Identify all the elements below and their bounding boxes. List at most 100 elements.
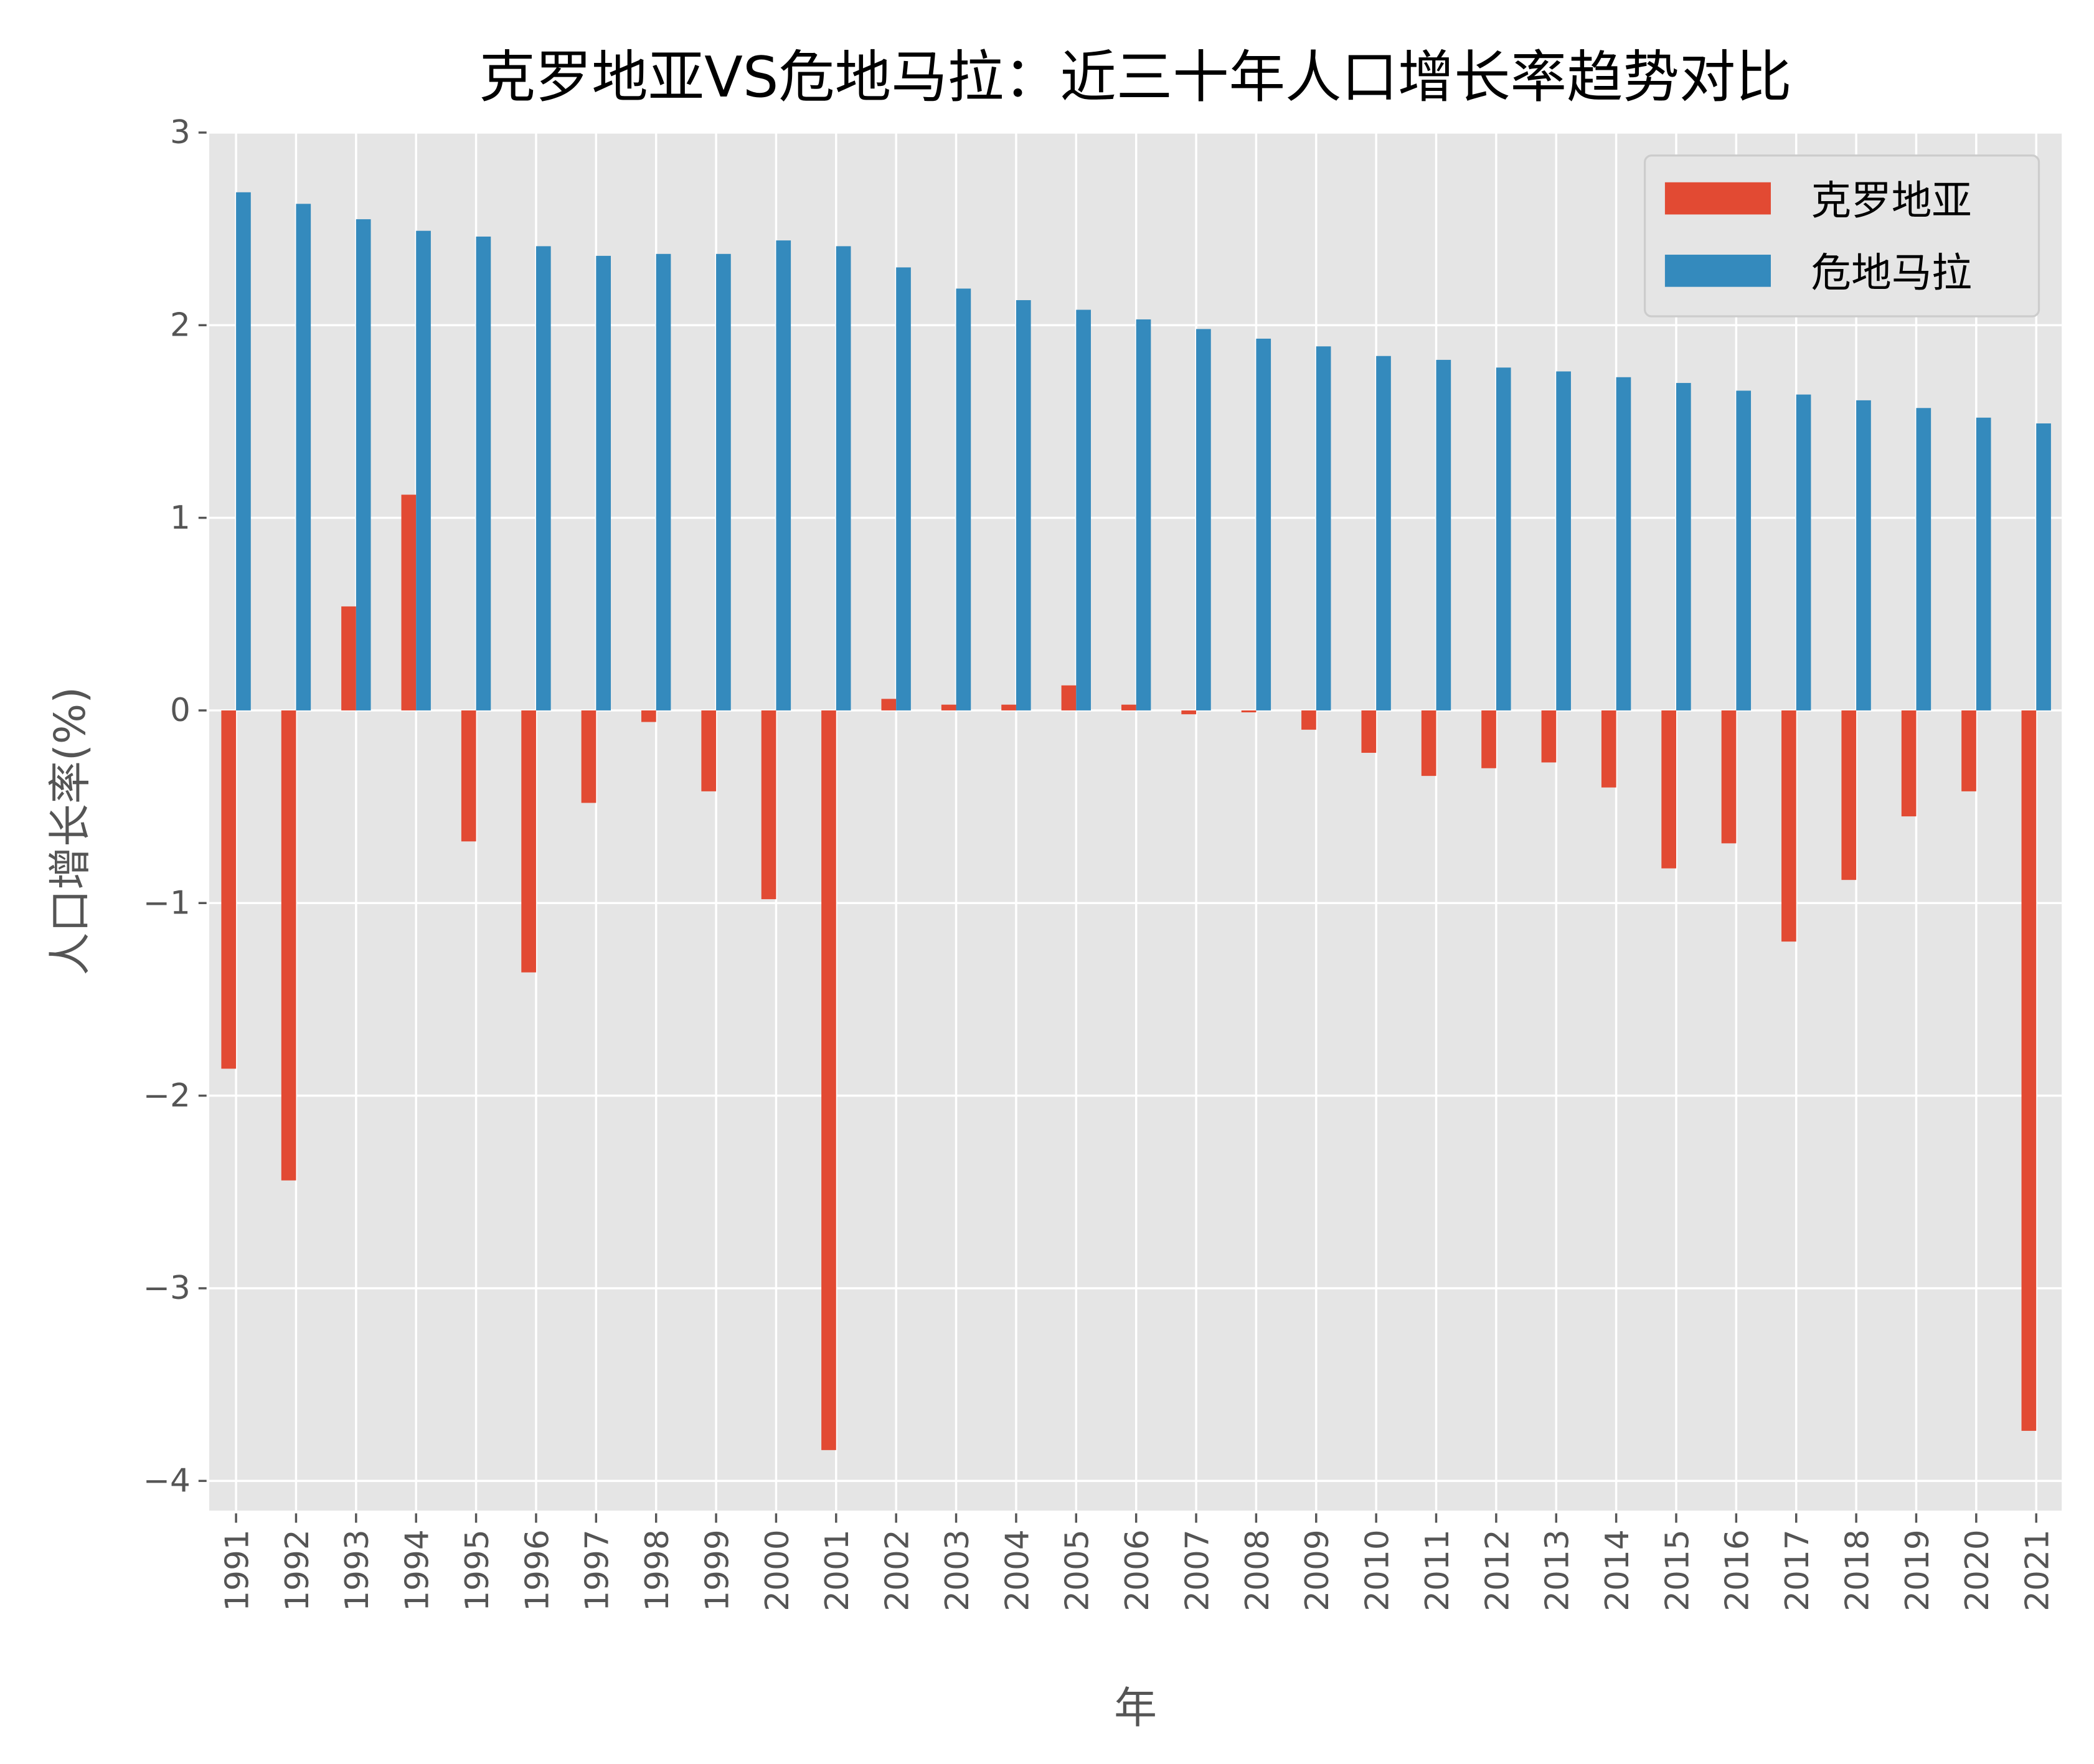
bar-guatemala-2006 bbox=[1136, 319, 1151, 710]
bar-guatemala-2020 bbox=[1976, 417, 1991, 710]
bar-croatia-2018 bbox=[1841, 710, 1857, 880]
bar-croatia-1993 bbox=[341, 606, 356, 710]
x-tick-label: 2015 bbox=[1659, 1529, 1696, 1611]
legend-label-croatia: 克罗地亚 bbox=[1811, 177, 1972, 224]
x-tick-label: 1991 bbox=[219, 1529, 256, 1611]
bar-croatia-2017 bbox=[1781, 710, 1796, 942]
chart-title: 克罗地亚VS危地马拉：近三十年人口增长率趋势对比 bbox=[479, 45, 1791, 110]
bar-guatemala-2012 bbox=[1496, 367, 1511, 710]
x-tick-label: 2010 bbox=[1359, 1529, 1397, 1611]
bar-croatia-1995 bbox=[461, 710, 476, 842]
x-tick-label: 2002 bbox=[879, 1529, 917, 1611]
x-tick-label: 2004 bbox=[999, 1529, 1036, 1611]
x-tick-label: 2013 bbox=[1539, 1529, 1577, 1611]
x-tick-label: 2003 bbox=[939, 1529, 976, 1611]
bar-croatia-2000 bbox=[761, 710, 776, 900]
bar-guatemala-2001 bbox=[836, 246, 851, 710]
x-tick-label: 2017 bbox=[1779, 1529, 1816, 1611]
bar-croatia-1996 bbox=[521, 710, 536, 973]
bar-croatia-2010 bbox=[1361, 710, 1377, 753]
bar-croatia-2011 bbox=[1421, 710, 1436, 776]
bar-croatia-2008 bbox=[1241, 710, 1257, 713]
y-tick-label: 2 bbox=[170, 306, 191, 344]
bar-guatemala-2007 bbox=[1196, 329, 1211, 710]
x-tick-label: 2007 bbox=[1179, 1529, 1216, 1611]
x-tick-label: 2006 bbox=[1119, 1529, 1156, 1611]
bar-croatia-2004 bbox=[1001, 704, 1016, 710]
x-tick-label: 2000 bbox=[759, 1529, 796, 1611]
bar-croatia-2016 bbox=[1721, 710, 1737, 844]
x-tick-label: 2021 bbox=[2019, 1529, 2057, 1611]
y-tick-label: −4 bbox=[143, 1463, 191, 1500]
legend-swatch-croatia bbox=[1664, 182, 1771, 215]
bar-croatia-2007 bbox=[1181, 710, 1197, 715]
x-tick-label: 1997 bbox=[579, 1529, 616, 1611]
legend-swatch-guatemala bbox=[1664, 255, 1771, 287]
bar-croatia-2019 bbox=[1901, 710, 1917, 817]
x-tick-label: 2014 bbox=[1599, 1529, 1636, 1611]
bar-guatemala-2014 bbox=[1616, 377, 1631, 710]
bar-guatemala-2018 bbox=[1856, 400, 1871, 710]
x-axis-label: 年 bbox=[1114, 1683, 1157, 1733]
bar-croatia-2005 bbox=[1061, 685, 1077, 710]
bar-croatia-2021 bbox=[2021, 710, 2037, 1431]
x-tick-label: 1993 bbox=[339, 1529, 376, 1611]
bar-croatia-1994 bbox=[401, 494, 417, 710]
y-tick-label: 3 bbox=[170, 114, 191, 151]
bar-guatemala-2016 bbox=[1736, 390, 1752, 710]
x-tick-label: 2019 bbox=[1899, 1529, 1936, 1611]
x-tick-label: 2016 bbox=[1719, 1529, 1757, 1611]
bar-guatemala-2002 bbox=[896, 267, 911, 710]
x-tick-label: 1995 bbox=[459, 1529, 496, 1611]
bar-guatemala-2003 bbox=[956, 288, 971, 710]
bar-guatemala-2000 bbox=[776, 240, 791, 710]
y-tick-label: 0 bbox=[170, 692, 191, 729]
bar-guatemala-1999 bbox=[716, 253, 731, 710]
bar-guatemala-2010 bbox=[1376, 356, 1391, 710]
bar-croatia-1997 bbox=[581, 710, 597, 803]
bar-croatia-1998 bbox=[641, 710, 656, 722]
bar-guatemala-2013 bbox=[1556, 371, 1571, 710]
y-axis: 3 2 1 0 −1 −2 −3 −4 bbox=[143, 114, 207, 1500]
x-tick-label: 2008 bbox=[1239, 1529, 1276, 1611]
bar-guatemala-2009 bbox=[1316, 346, 1331, 710]
bar-guatemala-1993 bbox=[356, 219, 371, 710]
y-axis-label: 人口增长率(%) bbox=[45, 687, 95, 976]
bar-croatia-2002 bbox=[881, 699, 897, 710]
bars bbox=[221, 192, 2051, 1450]
bar-croatia-1991 bbox=[221, 710, 237, 1069]
x-tick-label: 1998 bbox=[639, 1529, 676, 1611]
bar-croatia-2015 bbox=[1661, 710, 1676, 869]
bar-guatemala-2019 bbox=[1916, 408, 1931, 710]
bar-croatia-2020 bbox=[1961, 710, 1976, 791]
y-tick-label: −1 bbox=[143, 885, 191, 922]
bar-croatia-1992 bbox=[281, 710, 296, 1181]
x-tick-label: 2011 bbox=[1419, 1529, 1456, 1611]
bar-guatemala-1991 bbox=[236, 192, 251, 710]
bar-guatemala-1996 bbox=[535, 246, 551, 710]
bar-croatia-2009 bbox=[1301, 710, 1316, 730]
legend-label-guatemala: 危地马拉 bbox=[1811, 250, 1972, 297]
x-tick-label: 1994 bbox=[399, 1529, 436, 1611]
bar-guatemala-2021 bbox=[2036, 423, 2051, 710]
bar-guatemala-2017 bbox=[1796, 394, 1811, 710]
x-tick-label: 2018 bbox=[1839, 1529, 1876, 1611]
bar-croatia-2003 bbox=[941, 704, 956, 710]
bar-guatemala-2008 bbox=[1256, 338, 1271, 710]
y-tick-label: −3 bbox=[143, 1270, 191, 1307]
x-tick-label: 1996 bbox=[519, 1529, 556, 1611]
y-tick-label: 1 bbox=[170, 499, 191, 537]
x-tick-label: 2005 bbox=[1059, 1529, 1097, 1611]
x-tick-label: 1992 bbox=[279, 1529, 316, 1611]
bar-guatemala-1992 bbox=[296, 204, 311, 710]
x-tick-label: 2001 bbox=[819, 1529, 856, 1611]
x-tick-label: 2020 bbox=[1959, 1529, 1996, 1611]
bar-guatemala-2005 bbox=[1076, 309, 1091, 710]
bar-guatemala-2004 bbox=[1016, 300, 1031, 710]
bar-guatemala-2011 bbox=[1436, 359, 1451, 710]
bar-guatemala-1995 bbox=[476, 236, 491, 710]
x-tick-label: 2009 bbox=[1299, 1529, 1336, 1611]
x-axis: 1991 1992 1993 1994 1995 1996 1997 1998 1999 2000… bbox=[219, 1513, 2057, 1611]
x-tick-label: 2012 bbox=[1479, 1529, 1516, 1611]
